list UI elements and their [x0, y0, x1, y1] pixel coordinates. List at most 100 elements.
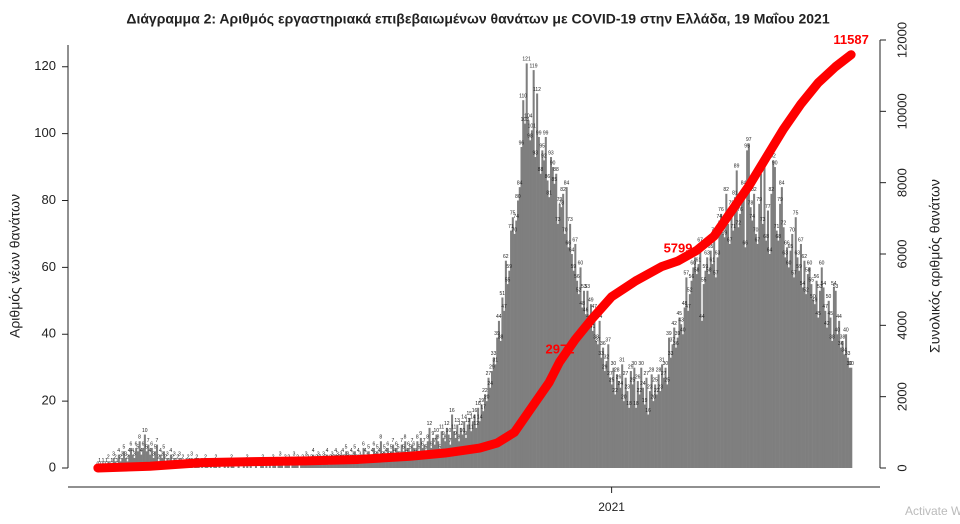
cumulative-line [93, 50, 856, 473]
data-label: 7 [400, 438, 403, 444]
data-label: 27 [486, 371, 492, 377]
data-label: 60 [690, 261, 696, 267]
bar [546, 180, 549, 468]
bar [628, 407, 631, 468]
bar [543, 160, 546, 468]
bar [511, 217, 514, 468]
data-label: 10 [460, 428, 466, 434]
bar [477, 407, 480, 468]
data-label: 39 [675, 331, 681, 337]
bar [582, 290, 586, 468]
data-label: 82 [751, 187, 757, 193]
data-label: 2 [107, 455, 110, 461]
data-label: 30 [611, 361, 617, 367]
data-label: 5 [390, 445, 393, 451]
bar [123, 451, 126, 468]
data-label: 14 [461, 415, 467, 421]
bar [636, 381, 639, 468]
data-label: 47 [685, 304, 691, 310]
bar [728, 243, 731, 468]
bar [143, 434, 146, 468]
data-label: 59 [571, 264, 577, 270]
data-label: 55 [701, 277, 707, 283]
data-label: 79 [756, 197, 762, 203]
bar [501, 297, 504, 468]
bar [740, 200, 743, 468]
data-label: 4 [371, 448, 374, 454]
bar [786, 247, 789, 468]
bar [338, 461, 341, 468]
bar [612, 367, 615, 468]
data-label: 61 [696, 257, 702, 263]
bar [825, 327, 829, 468]
bar [268, 464, 271, 468]
bar [128, 454, 131, 468]
bar [701, 320, 704, 468]
data-label: 9 [464, 431, 467, 437]
bar [772, 160, 775, 468]
bar [834, 290, 837, 468]
bar [260, 464, 263, 468]
bar [706, 257, 709, 468]
bar [589, 304, 592, 468]
data-label: 57 [713, 271, 719, 277]
data-label: 74 [513, 214, 519, 220]
y2-tick-label: 12000 [894, 22, 909, 58]
bar [754, 233, 757, 468]
bar [629, 371, 632, 468]
data-label: 66 [565, 241, 571, 247]
bar [666, 384, 669, 468]
data-label: 31 [659, 358, 665, 364]
data-label: 63 [795, 251, 801, 257]
bar [567, 247, 570, 468]
data-label: 82 [769, 187, 775, 193]
bar [777, 240, 780, 468]
bar [744, 247, 747, 468]
bar [648, 391, 651, 468]
data-label: 5 [425, 445, 428, 451]
data-label: 3 [366, 451, 369, 457]
data-label: 55 [808, 277, 814, 283]
bar [846, 357, 849, 468]
data-label: 27 [623, 371, 629, 377]
bar [850, 367, 853, 468]
bar [845, 334, 848, 468]
bar [574, 243, 577, 468]
bar [824, 310, 827, 468]
data-label: 31 [619, 358, 625, 364]
data-label: 64 [569, 247, 575, 253]
data-label: 60 [786, 261, 792, 267]
data-label: 99 [543, 130, 549, 136]
bar [720, 213, 723, 468]
bar [162, 451, 165, 468]
data-label: 8 [437, 435, 440, 441]
data-label: 5 [353, 445, 356, 451]
data-label: 50 [826, 294, 832, 300]
data-label: 7 [392, 438, 395, 444]
data-label: 4 [414, 448, 417, 454]
data-label: 70 [753, 227, 759, 233]
bar [796, 257, 799, 468]
data-label: 25 [664, 378, 670, 384]
data-label: 71 [774, 224, 780, 230]
data-label: 6 [412, 441, 415, 447]
data-label: 18 [475, 401, 481, 407]
bar [154, 451, 157, 468]
data-label: 93 [548, 150, 554, 156]
bar [254, 464, 257, 468]
bar [131, 454, 134, 468]
bar [525, 63, 528, 468]
data-label: 24 [487, 381, 493, 387]
bar [551, 167, 554, 468]
bar [806, 274, 809, 468]
data-label: 58 [706, 267, 712, 273]
data-label: 3 [190, 451, 193, 457]
data-label: 5 [123, 445, 126, 451]
data-label: 7 [147, 438, 150, 444]
data-label: 3 [152, 451, 155, 457]
data-label: 32 [604, 354, 610, 360]
data-label: 62 [503, 254, 509, 260]
bar [445, 427, 448, 468]
